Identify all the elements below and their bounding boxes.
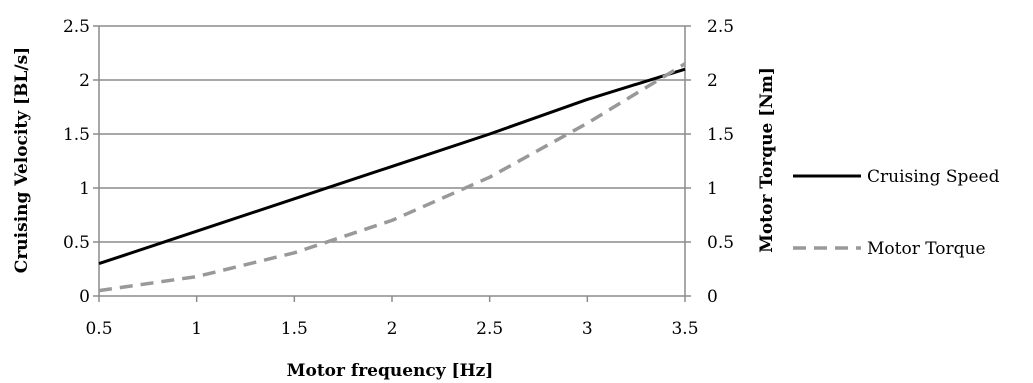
tick-labels: 0 0.5 1 1.5 2 2.5 0 0.5 1 1.5 2 2.5 0.5 1 1.5 2 2.5 3 3.5: [63, 17, 734, 339]
y2-tick-label: 1.5: [707, 125, 734, 145]
legend-label-motor-torque: Motor Torque: [867, 239, 986, 259]
x-axis-title: Motor frequency [Hz]: [287, 361, 494, 381]
axes: [93, 25, 691, 302]
y2-tick-label: 0: [707, 287, 718, 307]
x-tick-label: 3: [582, 319, 593, 339]
y2-tick-label: 0.5: [707, 233, 734, 253]
x-tick-label: 1.5: [281, 319, 308, 339]
y-tick-label: 2.5: [63, 17, 90, 37]
x-tick-label: 2.5: [476, 319, 503, 339]
y2-tick-label: 2.5: [707, 17, 734, 37]
x-tick-label: 0.5: [85, 319, 112, 339]
series-line-cruising-speed: [98, 67, 686, 266]
y2-tick-label: 2: [707, 71, 718, 91]
x-tick-label: 3.5: [671, 319, 698, 339]
y-tick-label: 2: [79, 71, 90, 91]
y-tick-label: 1: [79, 179, 90, 199]
y-tick-label: 0: [79, 287, 90, 307]
series-line-motor-torque: [98, 62, 686, 293]
y2-tick-label: 1: [707, 179, 718, 199]
legend: Cruising Speed Motor Torque: [793, 167, 1000, 259]
y2-axis-title: Motor Torque [Nm]: [757, 67, 777, 253]
y-tick-label: 0.5: [63, 233, 90, 253]
series-lines: [98, 62, 686, 293]
legend-label-cruising-speed: Cruising Speed: [867, 167, 1000, 187]
y-tick-label: 1.5: [63, 125, 90, 145]
grid-lines: [99, 25, 685, 243]
y-axis-title: Cruising Velocity [BL/s]: [12, 47, 32, 273]
x-tick-label: 1: [191, 319, 202, 339]
x-tick-label: 2: [387, 319, 398, 339]
